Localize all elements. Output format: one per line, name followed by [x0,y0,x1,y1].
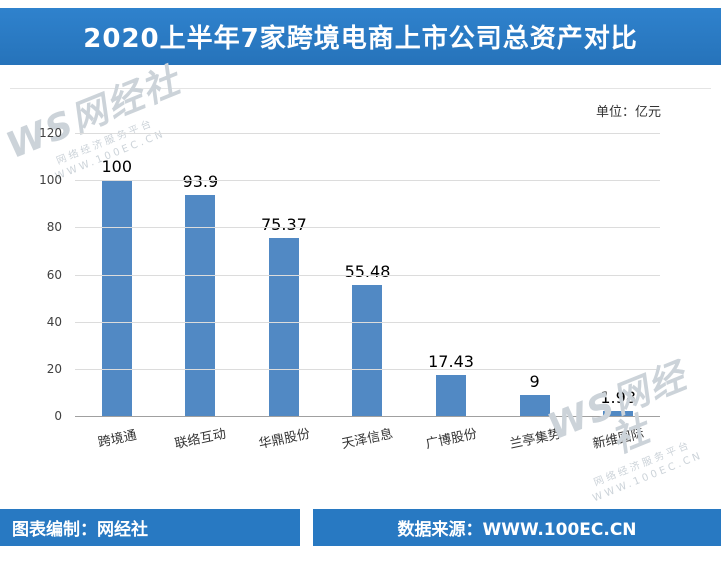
bar-value-label: 75.37 [261,215,307,235]
bar [436,374,467,416]
gridline [75,180,660,182]
bar [101,180,132,416]
bar-value-label: 9 [529,371,540,391]
y-tick-label: 40 [46,314,62,329]
plot-area: 100 跨境通 93.9 联络互动 75.37 华鼎股份 55.48 天泽信息 17.43 广博股… [75,133,660,453]
y-tick-label: 60 [46,267,62,282]
x-category-label: 兰亭集势 [508,426,563,453]
bar [352,285,383,416]
footer-source-text: 数据来源：WWW.100EC.CN [397,520,637,540]
chart-frame-divider [10,88,711,89]
gridline [75,227,660,229]
bar-group: 93.9 联络互动 [159,133,242,453]
x-category-label: 联络互动 [173,426,228,453]
footer-credit-bar: 图表编制：网经社 [0,509,300,546]
y-tick-label: 120 [39,126,62,140]
bar-group: 9 兰亭集势 [493,133,576,452]
y-tick-label: 100 [39,173,62,188]
page-title: 2020上半年7家跨境电商上市公司总资产对比 [83,24,638,54]
bar-value-label: 17.43 [428,351,474,371]
footer-credit-text: 图表编制：网经社 [12,520,148,540]
bar-value-label: 1.98 [600,388,636,408]
bar-value-label: 100 [101,157,133,177]
watermark-site: WWW.100EC.CN [591,449,705,505]
gridline [75,368,660,370]
y-tick-label: 80 [46,220,62,235]
bar-group: 55.48 天泽信息 [326,133,409,452]
footer-source-bar: 数据来源：WWW.100EC.CN [313,509,721,546]
bars: 100 跨境通 93.9 联络互动 75.37 华鼎股份 55.48 天泽信息 17.43 广博股… [75,133,660,453]
bar-group: 17.43 广博股份 [410,133,493,452]
x-category-label: 天泽信息 [340,426,395,453]
title-banner: 2020上半年7家跨境电商上市公司总资产对比 [0,8,721,65]
unit-label: 单位：亿元 [595,105,661,120]
x-category-label: 跨境通 [96,428,138,451]
x-category-label: 广博股份 [424,426,479,453]
bar-group: 75.37 华鼎股份 [242,133,325,452]
gridline [75,274,660,276]
bar [603,411,634,416]
y-tick-label: 20 [46,361,62,376]
bar [268,238,299,416]
y-tick-label: 0 [54,409,62,423]
bar-group: 1.98 新维国际 [577,133,660,452]
gridline [75,321,660,323]
bar-value-label: 55.48 [344,262,391,282]
x-category-label: 新维国际 [591,426,646,453]
bar [519,394,550,416]
x-category-label: 华鼎股份 [257,426,312,453]
bar-group: 100 跨境通 [75,133,158,451]
gridline [75,133,660,134]
bar [185,194,216,416]
y-axis: 0 20 40 60 80 100 120 [28,126,68,423]
